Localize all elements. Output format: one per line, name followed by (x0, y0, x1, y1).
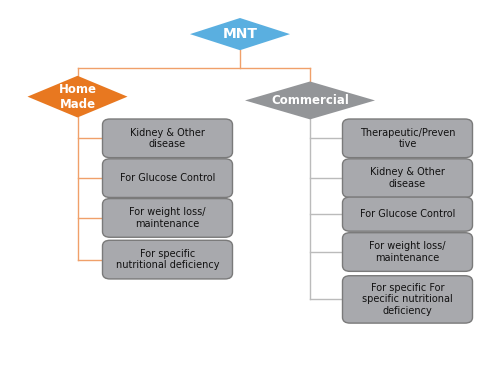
Text: For specific For
specific nutritional
deficiency: For specific For specific nutritional de… (362, 283, 453, 316)
FancyBboxPatch shape (342, 276, 472, 323)
Text: For weight loss/
maintenance: For weight loss/ maintenance (129, 207, 206, 229)
Text: Therapeutic/Preven
tive: Therapeutic/Preven tive (360, 128, 455, 149)
FancyBboxPatch shape (102, 199, 232, 237)
FancyBboxPatch shape (102, 159, 232, 197)
Polygon shape (245, 81, 375, 119)
Text: For Glucose Control: For Glucose Control (360, 209, 455, 219)
FancyBboxPatch shape (102, 240, 232, 279)
FancyBboxPatch shape (342, 197, 472, 231)
Text: Commercial: Commercial (271, 94, 349, 107)
Text: Kidney & Other
disease: Kidney & Other disease (370, 168, 445, 189)
Text: Kidney & Other
disease: Kidney & Other disease (130, 128, 205, 149)
Text: For specific
nutritional deficiency: For specific nutritional deficiency (116, 249, 219, 270)
FancyBboxPatch shape (342, 119, 472, 158)
Polygon shape (28, 76, 128, 117)
Polygon shape (190, 18, 290, 50)
Text: Home
Made: Home Made (58, 83, 96, 111)
FancyBboxPatch shape (342, 159, 472, 197)
Text: MNT: MNT (222, 27, 258, 41)
FancyBboxPatch shape (102, 119, 232, 158)
Text: For Glucose Control: For Glucose Control (120, 173, 215, 183)
FancyBboxPatch shape (342, 233, 472, 271)
Text: For weight loss/
maintenance: For weight loss/ maintenance (369, 241, 446, 263)
